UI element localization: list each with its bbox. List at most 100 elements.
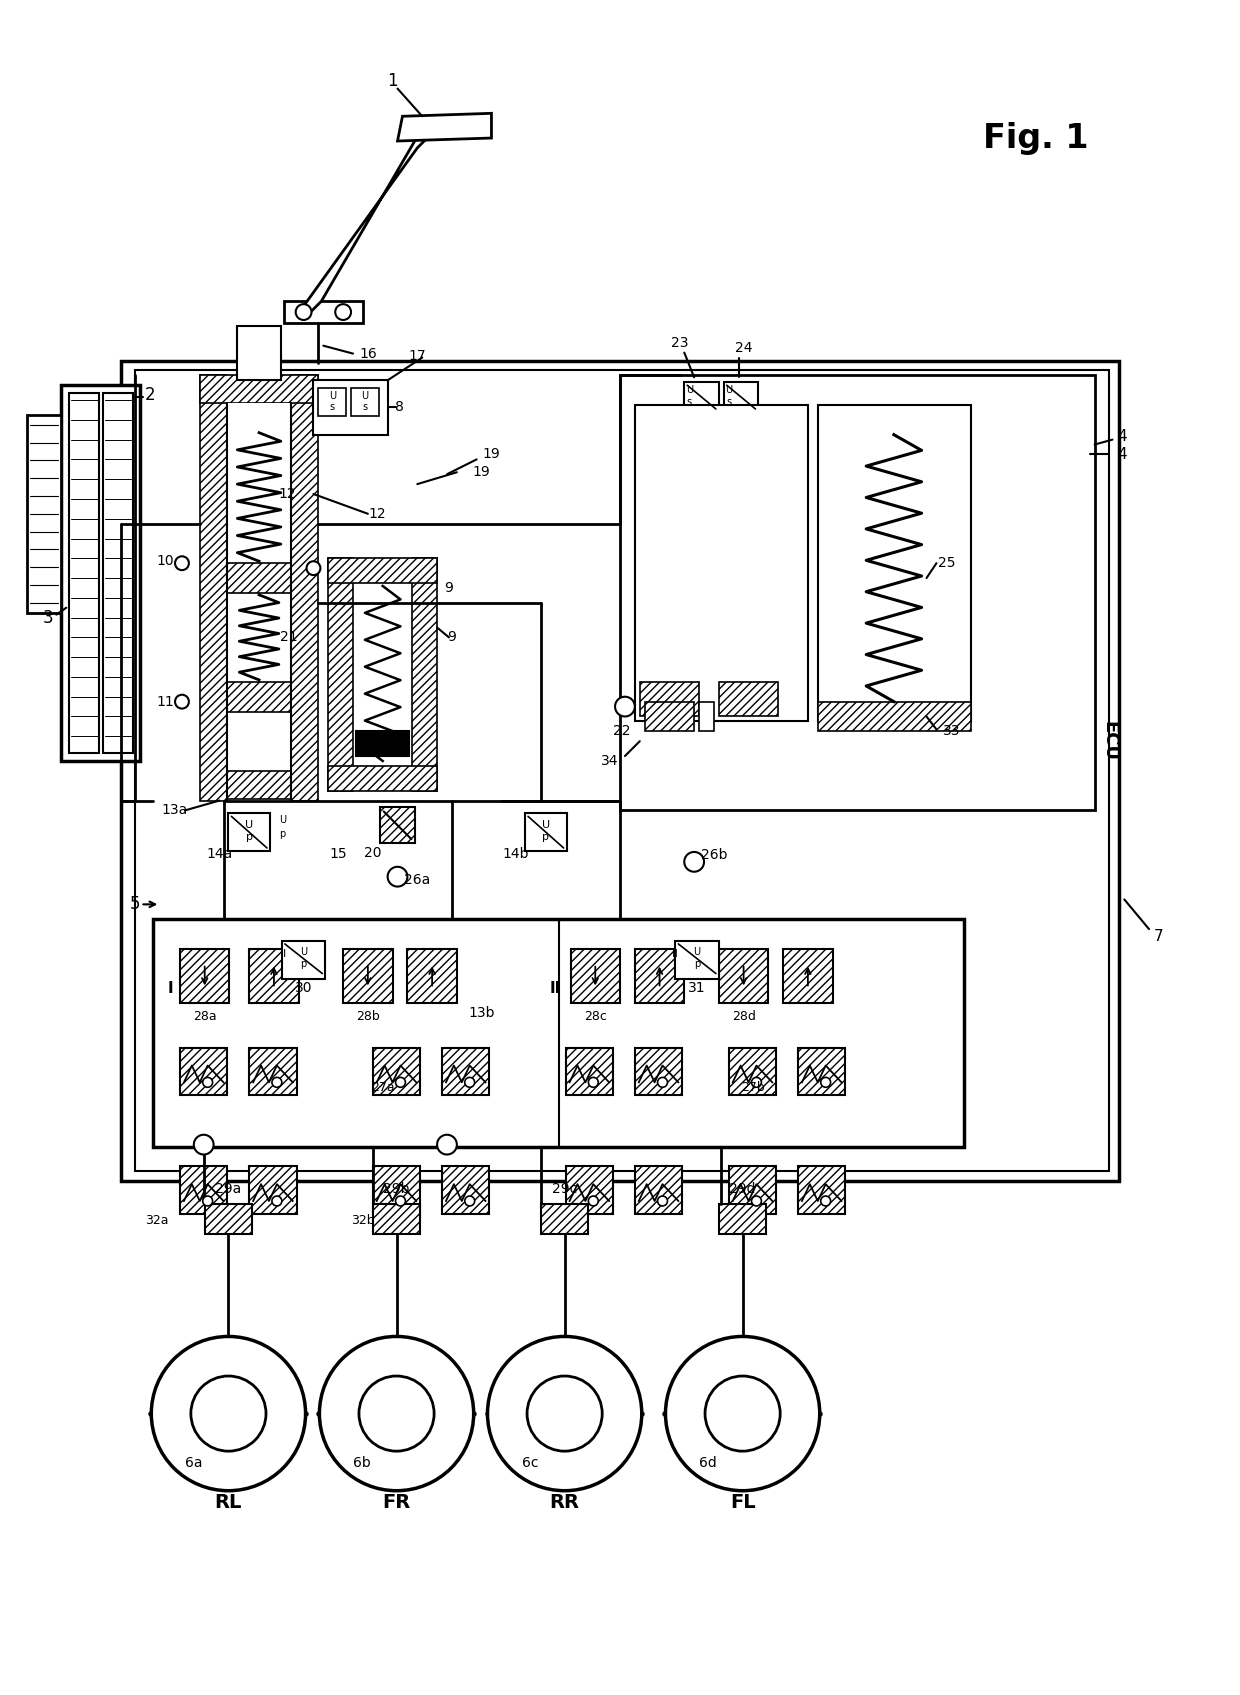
Bar [329, 558, 353, 790]
Bar [565, 1048, 613, 1095]
Text: 24: 24 [735, 341, 753, 354]
Text: s: s [330, 402, 335, 412]
Text: U: U [693, 948, 701, 956]
Bar [570, 949, 620, 1003]
Text: p: p [300, 959, 306, 968]
Bar [329, 558, 436, 583]
Text: 17: 17 [408, 349, 427, 363]
Text: 13b: 13b [469, 1007, 495, 1020]
Bar [635, 1048, 682, 1095]
Text: I: I [167, 981, 172, 997]
Circle shape [657, 1197, 667, 1205]
Circle shape [706, 1376, 780, 1451]
Circle shape [657, 1078, 667, 1086]
Text: 7: 7 [1154, 929, 1163, 944]
Bar [817, 405, 971, 722]
Text: 19: 19 [482, 447, 500, 461]
Text: RR: RR [549, 1493, 579, 1512]
Text: 5: 5 [130, 895, 140, 914]
Text: U: U [329, 392, 336, 402]
Text: 19: 19 [472, 464, 491, 480]
Text: I: I [283, 949, 285, 959]
Circle shape [193, 1134, 213, 1154]
Circle shape [388, 866, 408, 886]
Bar [640, 681, 699, 717]
Bar [799, 1166, 846, 1214]
Bar [135, 371, 1110, 1171]
Bar [314, 380, 388, 434]
Bar [69, 393, 99, 753]
Text: 22: 22 [614, 724, 631, 739]
Bar [227, 563, 290, 593]
Text: 21: 21 [280, 631, 298, 644]
Bar [343, 949, 393, 1003]
Circle shape [465, 1197, 475, 1205]
Text: U: U [725, 385, 733, 395]
Bar [373, 1166, 420, 1214]
Text: 25: 25 [937, 556, 955, 570]
Polygon shape [398, 114, 491, 141]
Bar [200, 375, 319, 403]
Circle shape [306, 561, 320, 575]
Text: 26b: 26b [701, 848, 727, 863]
Text: 9: 9 [444, 581, 454, 595]
Bar [228, 814, 270, 851]
Text: 30: 30 [295, 981, 312, 995]
Circle shape [151, 1336, 305, 1490]
Bar [120, 361, 1120, 1181]
Bar [441, 1166, 490, 1214]
Bar [180, 1166, 227, 1214]
Bar [249, 949, 299, 1003]
Text: 34: 34 [601, 754, 619, 768]
Text: 9: 9 [448, 631, 456, 644]
Text: 6b: 6b [353, 1456, 371, 1470]
Circle shape [527, 1376, 603, 1451]
Text: 26a: 26a [404, 873, 430, 886]
Bar [817, 702, 971, 731]
Text: 6c: 6c [522, 1456, 538, 1470]
Bar [227, 403, 290, 800]
Bar [227, 771, 290, 798]
Circle shape [202, 1197, 212, 1205]
Text: 23: 23 [671, 336, 688, 349]
Bar [319, 388, 346, 415]
Circle shape [191, 1376, 267, 1451]
Bar [719, 681, 779, 717]
Circle shape [821, 1078, 831, 1086]
Circle shape [202, 1078, 212, 1086]
Text: U: U [686, 385, 693, 395]
Text: II: II [672, 949, 677, 959]
Text: 14b: 14b [503, 848, 529, 861]
Bar [408, 949, 456, 1003]
Text: 16: 16 [360, 346, 377, 361]
Bar [373, 1203, 420, 1234]
Text: 10: 10 [156, 554, 174, 568]
Text: 33: 33 [942, 724, 960, 739]
Bar [565, 1166, 613, 1214]
Circle shape [588, 1197, 598, 1205]
Text: 12: 12 [370, 507, 387, 520]
Bar [180, 949, 229, 1003]
Bar [684, 383, 719, 412]
Bar [284, 302, 363, 324]
Circle shape [751, 1197, 761, 1205]
Text: 32b: 32b [351, 1214, 374, 1227]
Circle shape [175, 695, 188, 709]
Text: 28b: 28b [356, 1010, 379, 1022]
Text: 28d: 28d [732, 1010, 755, 1022]
Text: 14a: 14a [206, 848, 233, 861]
Circle shape [588, 1078, 598, 1086]
Circle shape [821, 1197, 831, 1205]
Circle shape [436, 1134, 456, 1154]
Text: 13a: 13a [162, 803, 188, 817]
Text: FR: FR [382, 1493, 410, 1512]
Text: U: U [361, 392, 368, 402]
Bar [290, 375, 319, 800]
Circle shape [272, 1197, 281, 1205]
Text: 4: 4 [1117, 429, 1127, 444]
Bar [237, 325, 280, 380]
Circle shape [396, 1078, 405, 1086]
Text: 15: 15 [330, 848, 347, 861]
Text: II: II [551, 981, 562, 997]
Text: s: s [362, 402, 367, 412]
